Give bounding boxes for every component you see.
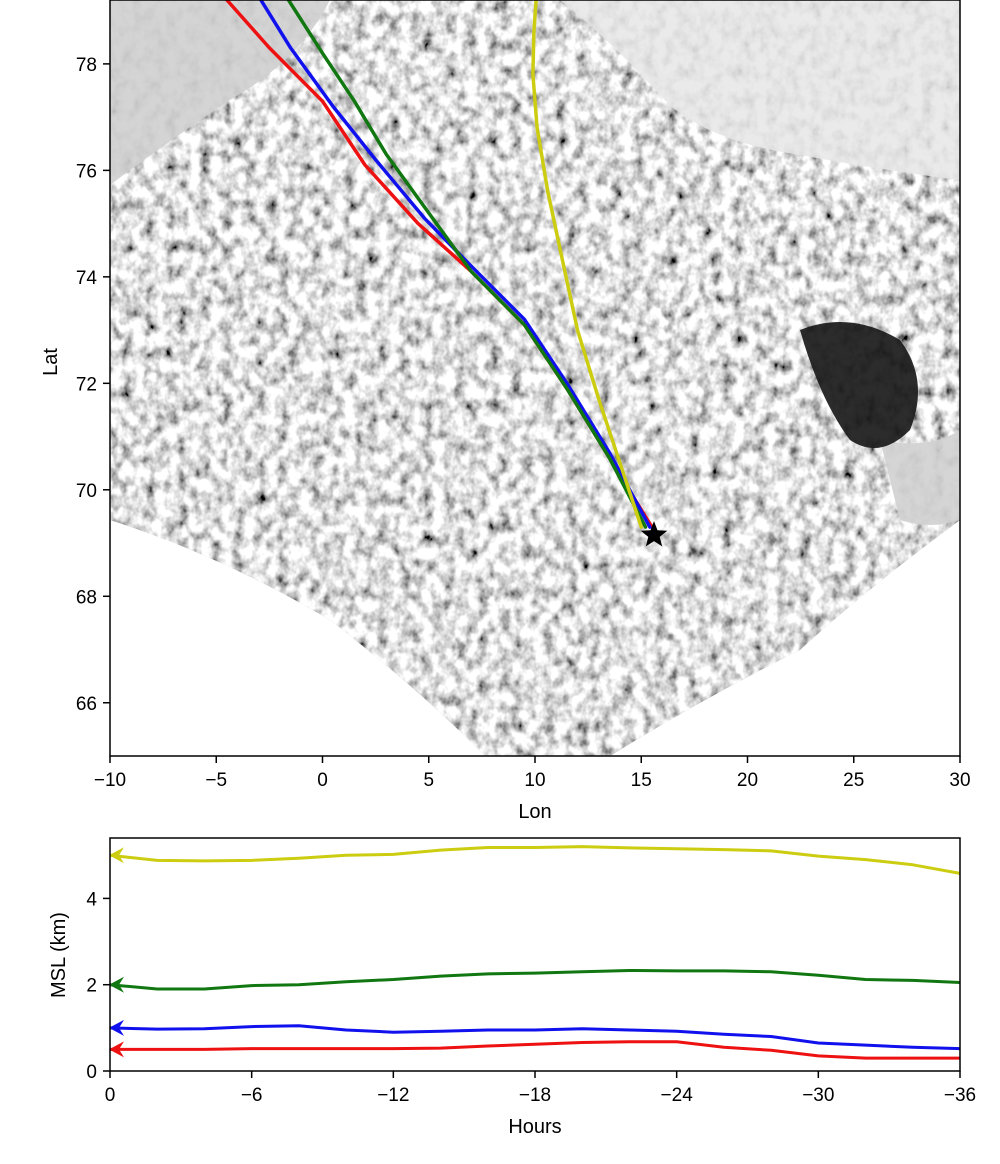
map-x-tick-label: 15: [631, 770, 652, 791]
start-arrow-yellow: [109, 847, 124, 864]
map-panel: −10 −5 0 5 10 15 20 25 30 66 68 70 72 74 76 78 Lon Lat: [40, 0, 971, 823]
map-x-tick-label: 30: [949, 770, 970, 791]
trajectory-green: [286, 0, 648, 529]
altitude-x-tick-label: −24: [661, 1085, 694, 1106]
map-x-tick-label: 20: [737, 770, 758, 791]
map-y-tick-label: 68: [76, 587, 97, 608]
altitude-y-tick-label: 2: [86, 976, 97, 997]
altitude-line-red: [110, 1040, 960, 1060]
altitude-x-tick-label: 0: [105, 1085, 116, 1106]
altitude-y-tick-label: 4: [86, 889, 97, 910]
map-y-tick-label: 66: [76, 694, 97, 715]
altitude-panel: 0 −6 −12 −18 −24 −30 −36 0 2 4 Hours MSL (km): [48, 837, 976, 1138]
map-x-tick-label: 25: [843, 770, 864, 791]
start-arrow-blue: [109, 1019, 124, 1036]
map-x-tick-label: 10: [524, 770, 545, 791]
altitude-x-tick-label: −6: [241, 1085, 263, 1106]
altitude-line-blue: [109, 1024, 961, 1051]
start-star-marker: [640, 521, 668, 547]
trajectory-lines: [225, 0, 654, 529]
satellite-image: [110, 0, 960, 756]
trajectory-yellow: [531, 0, 644, 529]
altitude-line-yellow: [109, 845, 961, 875]
start-arrow-green: [109, 976, 124, 993]
altitude-x-tick-label: −36: [944, 1085, 976, 1106]
map-y-tick-label: 72: [76, 374, 97, 395]
map-y-tick-label: 78: [76, 55, 97, 76]
altitude-x-axis-label: Hours: [508, 1116, 561, 1138]
map-x-axis-label: Lon: [518, 801, 551, 823]
altitude-x-tick-label: −30: [802, 1085, 834, 1106]
map-x-tick-label: −5: [205, 770, 227, 791]
map-x-axis: −10 −5 0 5 10 15 20 25 30: [94, 756, 971, 791]
map-x-tick-label: −10: [94, 770, 126, 791]
altitude-plot-frame: [109, 837, 961, 1072]
map-y-axis-label: Lat: [40, 348, 62, 376]
altitude-x-tick-label: −18: [519, 1085, 551, 1106]
altitude-lines: [109, 845, 961, 1060]
altitude-line-green: [109, 969, 961, 991]
map-y-tick-label: 74: [76, 268, 98, 289]
altitude-x-tick-label: −12: [377, 1085, 409, 1106]
altitude-y-tick-label: 0: [86, 1062, 97, 1083]
map-x-tick-label: 0: [317, 770, 328, 791]
map-y-tick-label: 76: [76, 161, 97, 182]
star-icon: [640, 521, 668, 547]
altitude-y-axis: 0 2 4: [86, 889, 110, 1083]
altitude-x-axis: 0 −6 −12 −18 −24 −30 −36: [105, 1071, 976, 1106]
start-arrow-red: [109, 1041, 124, 1058]
map-y-axis: 66 68 70 72 74 76 78: [76, 55, 110, 715]
altitude-y-axis-label: MSL (km): [48, 912, 70, 998]
map-x-tick-label: 5: [423, 770, 434, 791]
map-y-tick-label: 70: [76, 481, 97, 502]
